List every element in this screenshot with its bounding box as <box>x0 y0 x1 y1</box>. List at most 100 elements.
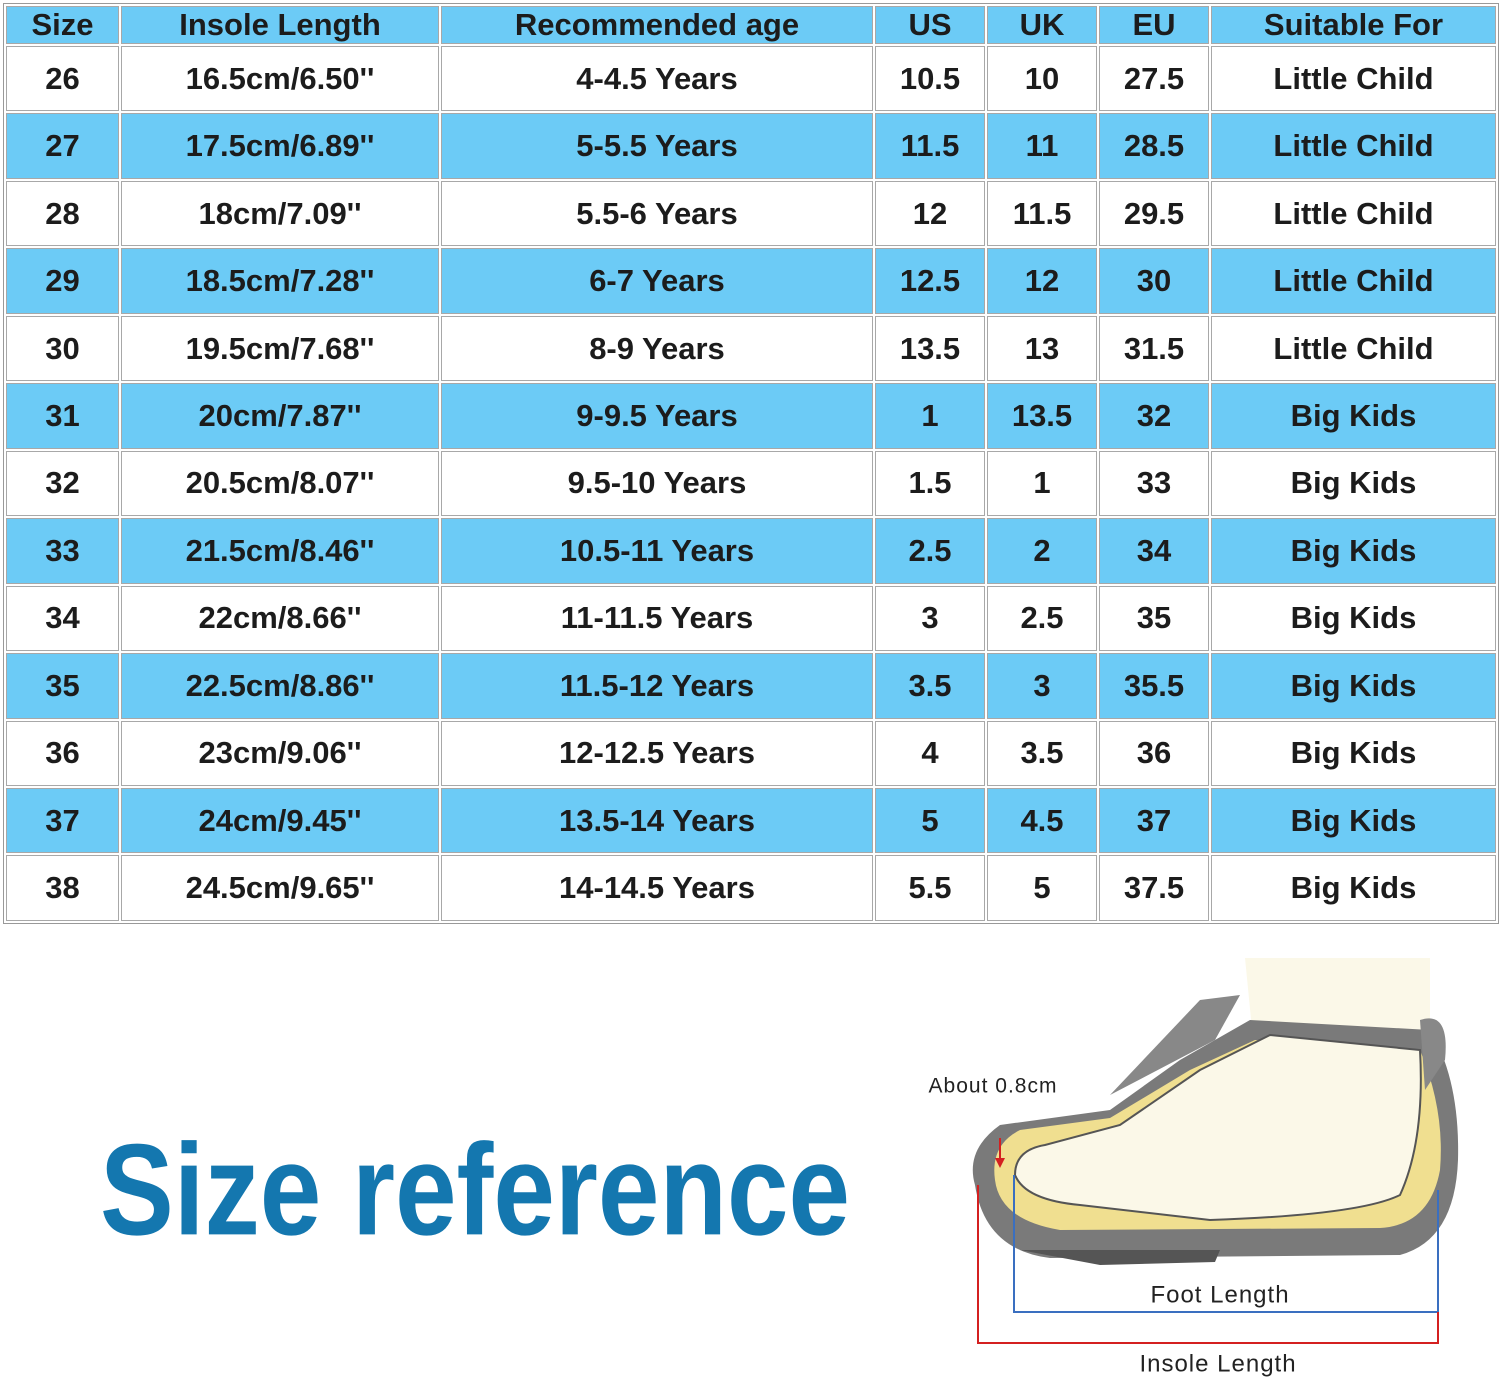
table-cell: 3 <box>875 585 985 652</box>
table-cell: 24.5cm/9.65'' <box>121 855 439 921</box>
table-cell: 11.5-12 Years <box>441 653 873 719</box>
table-cell: 23cm/9.06'' <box>121 720 439 786</box>
table-cell: 11 <box>987 113 1097 179</box>
table-cell: 13.5-14 Years <box>441 787 873 854</box>
table-cell: 12-12.5 Years <box>441 720 873 786</box>
table-cell: 12 <box>987 248 1097 314</box>
tread <box>1020 1250 1220 1265</box>
strap <box>1110 995 1240 1095</box>
table-cell: 5 <box>987 855 1097 921</box>
header-cell: Size <box>6 6 119 44</box>
table-row: 29 18.5cm/7.28'' 6-7 Years 12.5 12 30 Little C… <box>6 248 1496 314</box>
table-row: 27 17.5cm/6.89'' 5-5.5 Years 11.5 11 28.5 Litt… <box>6 113 1496 179</box>
table-cell: 11-11.5 Years <box>441 585 873 652</box>
insole-length-bracket <box>977 1185 1439 1344</box>
table-row: 35 22.5cm/8.86'' 11.5-12 Years 3.5 3 35.5 Big … <box>6 653 1496 719</box>
table-cell: 31.5 <box>1099 315 1209 382</box>
table-cell: 28.5 <box>1099 113 1209 179</box>
table-cell: 30 <box>1099 248 1209 314</box>
table-cell: 1 <box>875 383 985 449</box>
foot <box>1013 1033 1422 1222</box>
table-cell: 22.5cm/8.86'' <box>121 653 439 719</box>
table-cell: 36 <box>6 720 119 786</box>
table-cell: Big Kids <box>1211 383 1496 449</box>
table-cell: 20cm/7.87'' <box>121 383 439 449</box>
table-cell: 4 <box>875 720 985 786</box>
table-cell: 19.5cm/7.68'' <box>121 315 439 382</box>
table-cell: 10 <box>987 46 1097 112</box>
table-cell: 13 <box>987 315 1097 382</box>
table-cell: 5-5.5 Years <box>441 113 873 179</box>
insole-length-label: Insole Length <box>1139 1350 1296 1377</box>
table-cell: 27.5 <box>1099 46 1209 112</box>
table-cell: 6-7 Years <box>441 248 873 314</box>
table-cell: 36 <box>1099 720 1209 786</box>
table-cell: 3 <box>987 653 1097 719</box>
table-row: 31 20cm/7.87'' 9-9.5 Years 1 13.5 32 Big Kids <box>6 383 1496 449</box>
table-row: 36 23cm/9.06'' 12-12.5 Years 4 3.5 36 Big Kids <box>6 720 1496 786</box>
table-row: 32 20.5cm/8.07'' 9.5-10 Years 1.5 1 33 Big Kid… <box>6 450 1496 517</box>
table-row: 33 21.5cm/8.46'' 10.5-11 Years 2.5 2 34 Big Ki… <box>6 518 1496 584</box>
table-cell: 5 <box>875 787 985 854</box>
table-cell: 27 <box>6 113 119 179</box>
table-cell: Little Child <box>1211 113 1496 179</box>
table-row: 28 18cm/7.09'' 5.5-6 Years 12 11.5 29.5 Little… <box>6 180 1496 247</box>
table-cell: 3.5 <box>875 653 985 719</box>
table-cell: 11.5 <box>987 180 1097 247</box>
table-cell: 21.5cm/8.46'' <box>121 518 439 584</box>
table-cell: Big Kids <box>1211 585 1496 652</box>
table-cell: 18.5cm/7.28'' <box>121 248 439 314</box>
header-cell: Recommended age <box>441 6 873 44</box>
table-cell: 13.5 <box>987 383 1097 449</box>
table-cell: 34 <box>1099 518 1209 584</box>
table-cell: 32 <box>6 450 119 517</box>
table-cell: 8-9 Years <box>441 315 873 382</box>
header-cell: US <box>875 6 985 44</box>
table-row: 38 24.5cm/9.65'' 14-14.5 Years 5.5 5 37.5 Big … <box>6 855 1496 921</box>
table-cell: 14-14.5 Years <box>441 855 873 921</box>
foot-length-bracket <box>1013 1175 1439 1313</box>
table-cell: 2 <box>987 518 1097 584</box>
table-cell: 16.5cm/6.50'' <box>121 46 439 112</box>
table-cell: 1.5 <box>875 450 985 517</box>
heel-tab <box>1420 1018 1446 1090</box>
table-cell: 34 <box>6 585 119 652</box>
table-cell: Big Kids <box>1211 450 1496 517</box>
table-cell: Little Child <box>1211 180 1496 247</box>
table-cell: 3.5 <box>987 720 1097 786</box>
table-cell: Little Child <box>1211 315 1496 382</box>
table-cell: 35 <box>6 653 119 719</box>
header-cell: Insole Length <box>121 6 439 44</box>
table-cell: 35 <box>1099 585 1209 652</box>
table-cell: 2.5 <box>987 585 1097 652</box>
table-cell: 11.5 <box>875 113 985 179</box>
table-cell: 17.5cm/6.89'' <box>121 113 439 179</box>
foot-length-label: Foot Length <box>1150 1281 1289 1308</box>
table-cell: 33 <box>6 518 119 584</box>
table-cell: 4-4.5 Years <box>441 46 873 112</box>
table-cell: 5.5 <box>875 855 985 921</box>
header-cell: UK <box>987 6 1097 44</box>
shoe-drawing <box>972 958 1459 1265</box>
table-cell: 33 <box>1099 450 1209 517</box>
table-body: 26 16.5cm/6.50'' 4-4.5 Years 10.5 10 27.5 Litt… <box>6 46 1496 921</box>
table-cell: 29 <box>6 248 119 314</box>
table-cell: 9-9.5 Years <box>441 383 873 449</box>
table-row: 37 24cm/9.45'' 13.5-14 Years 5 4.5 37 Big Kids <box>6 787 1496 854</box>
table-cell: Big Kids <box>1211 518 1496 584</box>
table-cell: 10.5-11 Years <box>441 518 873 584</box>
table-row: 26 16.5cm/6.50'' 4-4.5 Years 10.5 10 27.5 Litt… <box>6 46 1496 112</box>
table-cell: 37.5 <box>1099 855 1209 921</box>
table-cell: Little Child <box>1211 248 1496 314</box>
table-cell: 32 <box>1099 383 1209 449</box>
table-cell: Little Child <box>1211 46 1496 112</box>
table-row: 30 19.5cm/7.68'' 8-9 Years 13.5 13 31.5 Little… <box>6 315 1496 382</box>
table-cell: 12.5 <box>875 248 985 314</box>
size-table: Size Insole Length Recommended age US UK EU Su… <box>3 3 1499 924</box>
table-cell: 30 <box>6 315 119 382</box>
table-cell: 22cm/8.66'' <box>121 585 439 652</box>
table-cell: Big Kids <box>1211 787 1496 854</box>
header-cell: EU <box>1099 6 1209 44</box>
table-cell: 28 <box>6 180 119 247</box>
